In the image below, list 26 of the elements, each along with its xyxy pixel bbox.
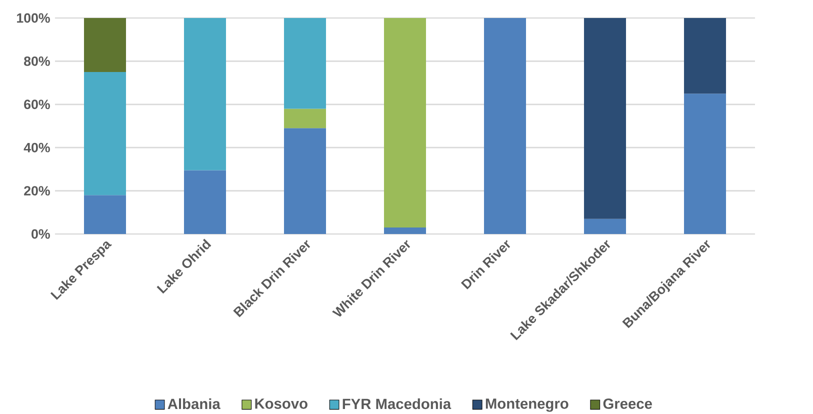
y-tick-label: 60% (24, 100, 50, 110)
bar (84, 195, 126, 234)
bar (584, 18, 626, 219)
bar (284, 18, 326, 109)
legend-label: Montenegro (486, 398, 568, 412)
bar (484, 18, 526, 234)
legend-label: FYR Macedonia (342, 398, 452, 410)
bar (84, 72, 126, 196)
y-tick-label: 0% (32, 229, 50, 239)
bar (184, 18, 226, 170)
legend-label: Kosovo (255, 398, 308, 409)
y-tick-label: 40% (24, 142, 50, 152)
bar (584, 218, 626, 234)
y-tick-label: 20% (24, 186, 50, 196)
y-tick-label: 100% (17, 13, 50, 23)
bar (84, 18, 126, 72)
bar (284, 128, 326, 234)
bar (684, 18, 726, 94)
bar (684, 94, 726, 234)
bar (384, 228, 426, 234)
bar (184, 170, 226, 234)
legend-label: Greece (603, 398, 652, 409)
bar (384, 18, 426, 228)
bar (284, 108, 326, 128)
legend-label: Albania (168, 398, 220, 410)
y-tick-label: 80% (24, 56, 50, 66)
